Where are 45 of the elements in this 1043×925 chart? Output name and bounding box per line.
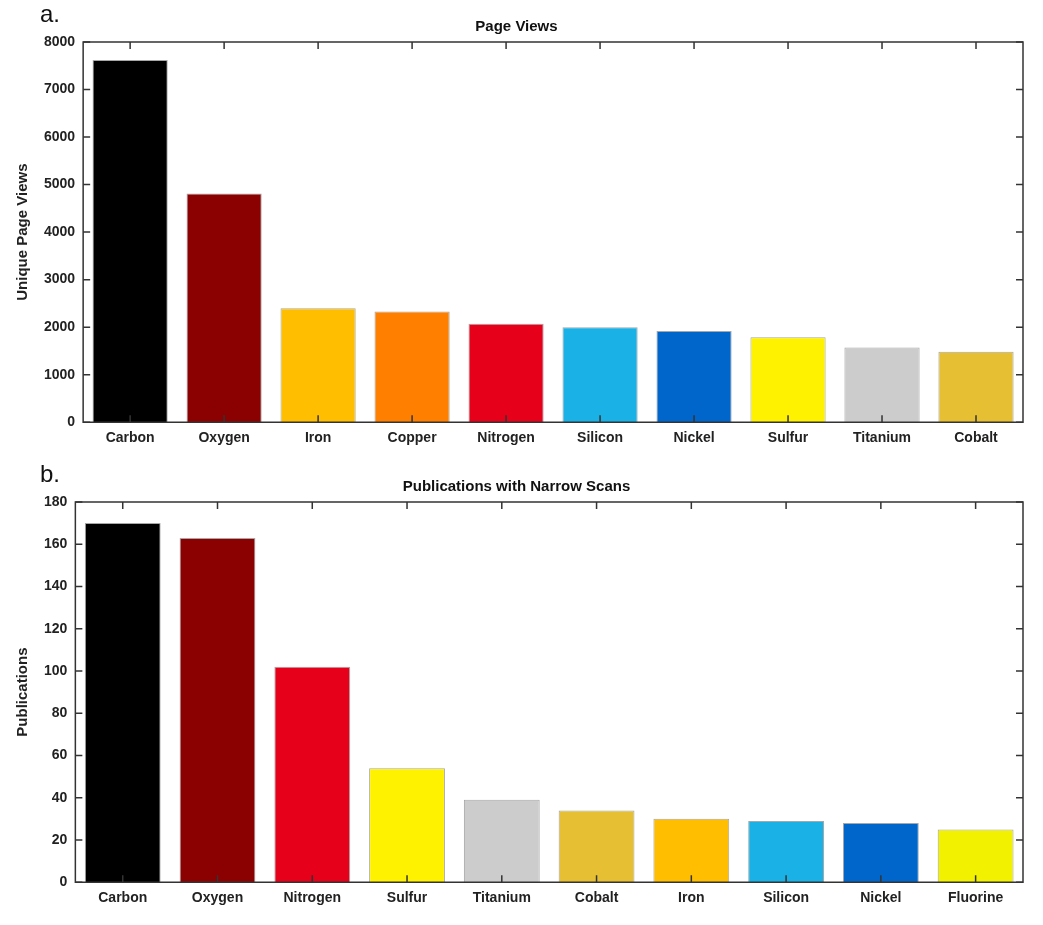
y-tick-label: 0: [67, 413, 76, 430]
y-tick-label: 2000: [43, 318, 76, 335]
x-tick-label: Silicon: [577, 429, 624, 446]
x-tick-label: Titanium: [852, 429, 912, 446]
y-tick-label: 100: [44, 661, 68, 678]
x-tick-label: Silicon: [763, 889, 810, 906]
x-tick-label: Cobalt: [574, 889, 619, 906]
y-tick-label: 4000: [43, 222, 76, 239]
y-axis-title: Publications: [13, 647, 31, 737]
x-tick-label: Nickel: [673, 429, 715, 446]
chart-title: Publications with Narrow Scans: [402, 477, 631, 495]
x-tick-label: Sulfur: [386, 889, 428, 906]
y-tick-label: 20: [51, 830, 68, 847]
x-tick-label: Fluorine: [948, 889, 1004, 906]
x-tick-label: Titanium: [472, 889, 531, 906]
text: a.: [40, 0, 61, 28]
y-tick-label: 180: [44, 492, 68, 509]
x-tick-label: Nickel: [860, 889, 902, 906]
y-tick-label: 8000: [43, 32, 76, 49]
x-tick-label: Oxygen: [191, 889, 244, 906]
x-tick-label: Iron: [678, 889, 705, 906]
x-tick-label: Cobalt: [954, 429, 999, 446]
x-tick-label: Copper: [387, 429, 438, 446]
x-tick-label: Nitrogen: [477, 429, 535, 446]
y-tick-label: 60: [51, 746, 68, 763]
x-tick-label: Oxygen: [198, 429, 250, 446]
y-tick-label: 0: [59, 873, 68, 890]
y-tick-label: 3000: [43, 270, 76, 287]
y-axis-title: Unique Page Views: [13, 163, 31, 301]
y-tick-label: 80: [51, 704, 68, 721]
y-tick-label: 120: [44, 619, 68, 636]
y-tick-label: 7000: [43, 80, 76, 97]
x-tick-label: Iron: [304, 429, 332, 446]
y-tick-label: 5000: [43, 175, 76, 192]
x-tick-label: Sulfur: [767, 429, 809, 446]
y-tick-label: 40: [51, 788, 68, 805]
y-tick-label: 140: [44, 577, 68, 594]
chart-title: Page Views: [475, 17, 558, 35]
text: b.: [40, 460, 61, 488]
y-tick-label: 6000: [43, 127, 76, 144]
y-tick-label: 1000: [43, 365, 76, 382]
x-tick-label: Carbon: [105, 429, 155, 446]
y-tick-label: 160: [44, 535, 68, 552]
x-tick-label: Carbon: [98, 889, 148, 906]
x-tick-label: Nitrogen: [283, 889, 342, 906]
